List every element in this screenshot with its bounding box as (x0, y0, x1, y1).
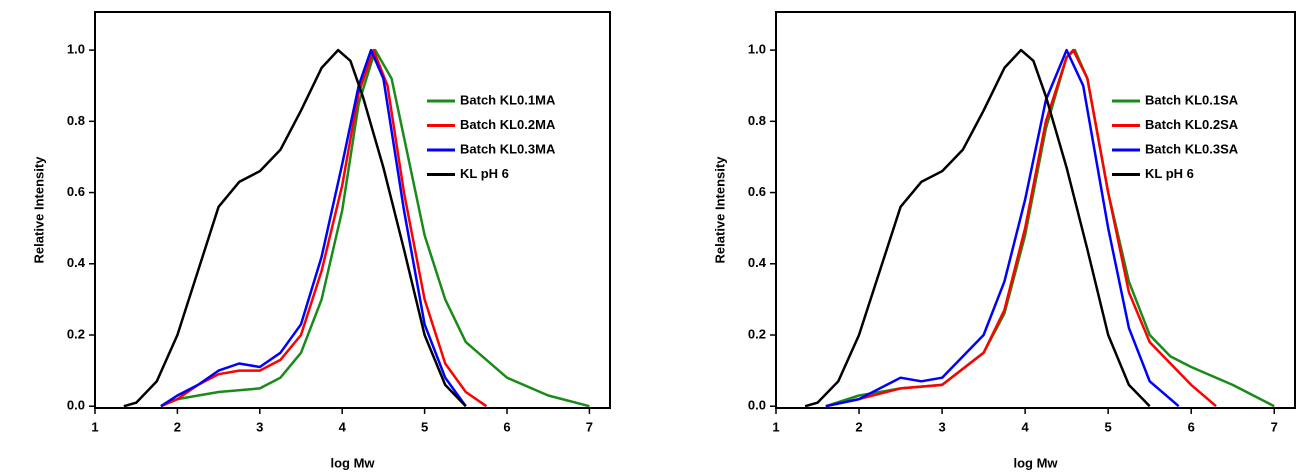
x-tick-label: 3 (938, 419, 945, 434)
y-tick-label: 0.0 (748, 398, 766, 413)
x-tick-label: 7 (586, 419, 593, 434)
x-tick-label: 4 (1022, 419, 1030, 434)
data-line (825, 48, 1217, 408)
legend-label: KL pH 6 (1145, 166, 1194, 181)
x-tick-label: 1 (772, 419, 779, 434)
x-tick-label: 2 (855, 419, 862, 434)
data-line (804, 48, 1151, 408)
data-line (825, 48, 1180, 408)
x-tick-label: 2 (174, 419, 181, 434)
plot-frame (94, 11, 611, 409)
legend-label: Batch KL0.3MA (460, 141, 556, 156)
x-tick-label: 5 (421, 419, 428, 434)
legend-label: Batch KL0.2SA (1145, 117, 1239, 132)
data-line (123, 48, 467, 408)
y-tick-label: 0.8 (748, 113, 766, 128)
data-line (160, 48, 488, 408)
x-tick-label: 1 (91, 419, 98, 434)
y-tick-label: 0.8 (67, 113, 85, 128)
data-line (160, 48, 467, 408)
y-tick-label: 0.2 (67, 326, 85, 341)
y-axis-label: Relative Intensity (712, 156, 727, 264)
x-tick-label: 6 (1188, 419, 1195, 434)
plot-frame (775, 11, 1296, 409)
y-tick-label: 0.6 (748, 184, 766, 199)
y-tick-label: 0.2 (748, 326, 766, 341)
legend-label: Batch KL0.1MA (460, 92, 556, 107)
y-tick-label: 1.0 (748, 42, 766, 57)
legend-label: KL pH 6 (460, 166, 509, 181)
x-tick-label: 7 (1271, 419, 1278, 434)
x-axis-label: log Mw (1013, 455, 1058, 470)
y-tick-label: 0.0 (67, 398, 85, 413)
legend-label: Batch KL0.2MA (460, 117, 556, 132)
data-line (160, 48, 590, 408)
y-tick-label: 1.0 (67, 42, 85, 57)
y-tick-label: 0.6 (67, 184, 85, 199)
legend-label: Batch KL0.3SA (1145, 141, 1239, 156)
y-tick-label: 0.4 (748, 255, 767, 270)
legend-label: Batch KL0.1SA (1145, 92, 1239, 107)
x-tick-label: 4 (339, 419, 347, 434)
x-axis-label: log Mw (330, 455, 375, 470)
y-axis-label: Relative Intensity (31, 156, 46, 264)
x-tick-label: 3 (256, 419, 263, 434)
x-tick-label: 6 (503, 419, 510, 434)
y-tick-label: 0.4 (67, 255, 86, 270)
x-tick-label: 5 (1105, 419, 1112, 434)
